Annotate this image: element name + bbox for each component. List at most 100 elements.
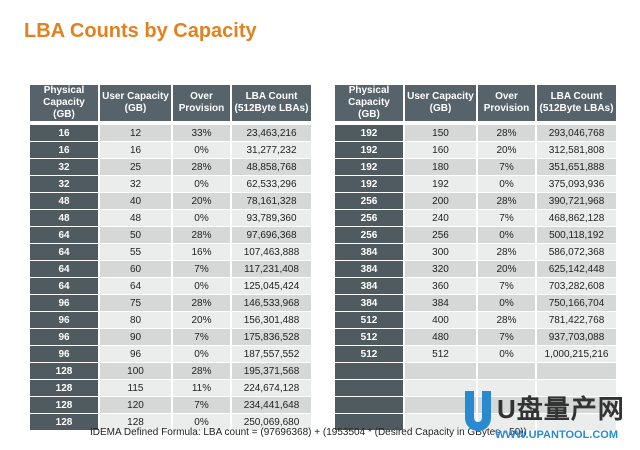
- lba-count-cell: 234,441,648: [232, 397, 311, 413]
- user-capacity-cell: 16: [100, 142, 171, 158]
- lba-count-cell: 224,674,128: [232, 380, 311, 396]
- lba-count-cell: 117,231,408: [232, 261, 311, 277]
- lba-count-cell: 586,072,368: [537, 244, 616, 260]
- user-capacity-cell: 96: [100, 346, 171, 362]
- table-row: 96 75 28% 146,533,968: [30, 295, 311, 311]
- table-row: 256 256 0% 500,118,192: [335, 227, 616, 243]
- physical-capacity-cell: 48: [30, 210, 98, 226]
- physical-capacity-cell: 128: [30, 414, 98, 430]
- table-row: 512 512 0% 1,000,215,216: [335, 346, 616, 362]
- table-row: 384 384 0% 750,166,704: [335, 295, 616, 311]
- over-provision-cell: 16%: [173, 244, 230, 260]
- physical-capacity-cell: 256: [335, 193, 403, 209]
- over-provision-cell: 20%: [478, 261, 535, 277]
- user-capacity-cell: 160: [405, 142, 476, 158]
- table-row: 512 400 28% 781,422,768: [335, 312, 616, 328]
- physical-capacity-cell: 384: [335, 261, 403, 277]
- user-capacity-cell: 115: [100, 380, 171, 396]
- spacer: [335, 122, 616, 124]
- over-provision-cell: 7%: [478, 329, 535, 345]
- column-header: LBA Count (512Byte LBAs): [537, 85, 616, 121]
- over-provision-cell: 0%: [478, 176, 535, 192]
- over-provision-cell: 7%: [478, 159, 535, 175]
- table-row: 32 25 28% 48,858,768: [30, 159, 311, 175]
- idema-formula: IDEMA Defined Formula: LBA count = (9769…: [90, 427, 527, 438]
- table-row: 128 100 28% 195,371,568: [30, 363, 311, 379]
- user-capacity-cell: 180: [405, 159, 476, 175]
- physical-capacity-cell: 384: [335, 278, 403, 294]
- table-row: 16 16 0% 31,277,232: [30, 142, 311, 158]
- table-row: 384 360 7% 703,282,608: [335, 278, 616, 294]
- column-header: Physical Capacity (GB): [30, 85, 98, 121]
- over-provision-cell: [478, 414, 535, 430]
- over-provision-cell: 20%: [173, 193, 230, 209]
- over-provision-cell: 28%: [173, 227, 230, 243]
- table-row: [335, 380, 616, 396]
- watermark-logo: U盘量产网 WWW.UPANTOOL.COM: [465, 385, 635, 445]
- over-provision-cell: 0%: [478, 346, 535, 362]
- table-row: [335, 363, 616, 379]
- over-provision-cell: 0%: [173, 278, 230, 294]
- user-capacity-cell: 80: [100, 312, 171, 328]
- table-row: 128 128 0% 250,069,680: [30, 414, 311, 430]
- lba-count-cell: 175,836,528: [232, 329, 311, 345]
- lba-count-cell: 250,069,680: [232, 414, 311, 430]
- table-row: 384 320 20% 625,142,448: [335, 261, 616, 277]
- lba-count-cell: 937,703,088: [537, 329, 616, 345]
- lba-count-cell: 375,093,936: [537, 176, 616, 192]
- physical-capacity-cell: 32: [30, 176, 98, 192]
- physical-capacity-cell: 16: [30, 125, 98, 141]
- over-provision-cell: 0%: [173, 142, 230, 158]
- user-capacity-cell: 384: [405, 295, 476, 311]
- table-row: 96 96 0% 187,557,552: [30, 346, 311, 362]
- column-header: LBA Count (512Byte LBAs): [232, 85, 311, 121]
- user-capacity-cell: 55: [100, 244, 171, 260]
- table-row: 64 55 16% 107,463,888: [30, 244, 311, 260]
- lba-count-cell: 93,789,360: [232, 210, 311, 226]
- physical-capacity-cell: 192: [335, 142, 403, 158]
- table-row: 96 90 7% 175,836,528: [30, 329, 311, 345]
- user-capacity-cell: 512: [405, 346, 476, 362]
- lba-count-cell: 48,858,768: [232, 159, 311, 175]
- table-row: 256 240 7% 468,862,128: [335, 210, 616, 226]
- physical-capacity-cell: 256: [335, 227, 403, 243]
- table-row: 192 192 0% 375,093,936: [335, 176, 616, 192]
- physical-capacity-cell: [335, 414, 403, 430]
- table-row: 192 150 28% 293,046,768: [335, 125, 616, 141]
- over-provision-cell: 0%: [478, 295, 535, 311]
- user-capacity-cell: [405, 380, 476, 396]
- table-row: 16 12 33% 23,463,216: [30, 125, 311, 141]
- lba-count-cell: 107,463,888: [232, 244, 311, 260]
- user-capacity-cell: 40: [100, 193, 171, 209]
- over-provision-cell: 7%: [478, 210, 535, 226]
- spacer: [30, 122, 311, 124]
- over-provision-cell: 0%: [173, 414, 230, 430]
- physical-capacity-cell: 64: [30, 227, 98, 243]
- physical-capacity-cell: 32: [30, 159, 98, 175]
- lba-count-cell: 97,696,368: [232, 227, 311, 243]
- user-capacity-cell: 50: [100, 227, 171, 243]
- physical-capacity-cell: 128: [30, 397, 98, 413]
- lba-count-cell: 146,533,968: [232, 295, 311, 311]
- physical-capacity-cell: [335, 380, 403, 396]
- user-capacity-cell: 12: [100, 125, 171, 141]
- user-capacity-cell: 25: [100, 159, 171, 175]
- table-row: 192 160 20% 312,581,808: [335, 142, 616, 158]
- user-capacity-cell: 360: [405, 278, 476, 294]
- over-provision-cell: 28%: [478, 312, 535, 328]
- user-capacity-cell: [405, 397, 476, 413]
- lba-count-cell: 293,046,768: [537, 125, 616, 141]
- lba-count-cell: [537, 363, 616, 379]
- lba-count-cell: 390,721,968: [537, 193, 616, 209]
- physical-capacity-cell: 16: [30, 142, 98, 158]
- column-header: Over Provision: [173, 85, 230, 121]
- table-row: 64 64 0% 125,045,424: [30, 278, 311, 294]
- table-row: 384 300 28% 586,072,368: [335, 244, 616, 260]
- lba-count-cell: [537, 414, 616, 430]
- over-provision-cell: 11%: [173, 380, 230, 396]
- table-row: 48 48 0% 93,789,360: [30, 210, 311, 226]
- over-provision-cell: 0%: [173, 176, 230, 192]
- over-provision-cell: [478, 363, 535, 379]
- user-capacity-cell: 150: [405, 125, 476, 141]
- physical-capacity-cell: 64: [30, 261, 98, 277]
